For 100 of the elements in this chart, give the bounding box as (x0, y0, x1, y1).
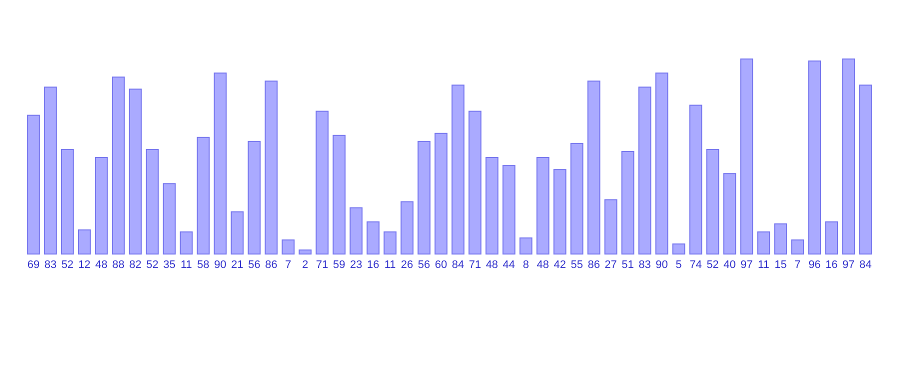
bar (434, 132, 448, 254)
bar (27, 114, 40, 254)
bar (248, 140, 261, 254)
bar (112, 76, 125, 254)
data-label: 11 (180, 259, 192, 271)
bar (78, 229, 91, 254)
data-label: 83 (44, 259, 57, 271)
bar (638, 86, 652, 254)
bar (740, 58, 754, 254)
data-label: 7 (794, 259, 801, 271)
bar (774, 223, 788, 254)
data-label: 86 (588, 259, 600, 271)
data-label: 83 (638, 259, 651, 271)
bar (332, 134, 346, 254)
bar (468, 110, 482, 254)
data-label: 48 (95, 259, 108, 271)
bar (757, 231, 770, 254)
bar (384, 231, 397, 254)
data-label: 97 (740, 259, 753, 271)
data-label: 7 (285, 259, 292, 271)
data-label: 59 (333, 259, 346, 271)
bar (604, 199, 618, 254)
data-label: 42 (554, 259, 566, 271)
data-label: 5 (676, 259, 682, 271)
bar (264, 80, 278, 254)
data-label: 56 (418, 259, 430, 271)
bar (230, 211, 244, 254)
data-label: 90 (656, 259, 668, 271)
data-label: 44 (502, 259, 516, 271)
data-label: 69 (27, 259, 40, 271)
bar (689, 104, 702, 254)
bar (350, 207, 363, 254)
bar (842, 58, 855, 254)
bar (162, 183, 176, 254)
bar (316, 110, 329, 254)
bar (655, 72, 668, 254)
bar (587, 80, 600, 254)
data-label: 2 (302, 259, 308, 271)
data-label: 23 (350, 259, 362, 271)
bar (366, 221, 380, 254)
data-label: 26 (400, 259, 414, 271)
data-label: 96 (808, 259, 821, 271)
data-label: 16 (366, 259, 380, 271)
data-label: 52 (146, 259, 158, 271)
data-label: 58 (197, 259, 210, 271)
data-label: 16 (825, 259, 838, 271)
data-label: 55 (570, 259, 583, 271)
data-label: 90 (214, 259, 226, 271)
bar (486, 157, 498, 254)
bar (418, 140, 430, 254)
data-label: 21 (231, 259, 244, 271)
bar (502, 165, 516, 254)
bar (61, 148, 74, 254)
data-label: 48 (536, 259, 550, 271)
bar (672, 243, 686, 254)
bar (553, 169, 566, 254)
bar (825, 221, 838, 254)
data-label: 11 (758, 259, 770, 271)
bar (723, 173, 736, 254)
data-label: 97 (842, 259, 855, 271)
bar (791, 239, 804, 254)
bar (146, 148, 159, 254)
data-label: 56 (248, 259, 260, 271)
bar (452, 84, 464, 254)
bar (196, 136, 210, 254)
data-label: 82 (129, 259, 142, 271)
data-label: 48 (486, 259, 498, 271)
bar (44, 86, 57, 254)
bar (400, 201, 414, 254)
data-label: 52 (61, 259, 74, 271)
data-label: 71 (316, 259, 328, 271)
bar (94, 157, 108, 254)
data-label: 12 (78, 259, 91, 271)
bar (621, 150, 634, 254)
bar (859, 84, 872, 254)
data-label: 27 (604, 259, 617, 271)
bar (536, 157, 550, 254)
bar (214, 72, 227, 254)
data-label: 8 (522, 259, 529, 271)
data-label: 15 (774, 259, 787, 271)
bar (282, 239, 295, 254)
bar (706, 148, 720, 254)
data-label: 52 (706, 259, 719, 271)
bar (298, 249, 312, 254)
bar (808, 60, 822, 254)
data-label: 40 (724, 259, 736, 271)
data-label: 51 (622, 259, 634, 271)
bar (180, 231, 193, 254)
bar (519, 237, 532, 254)
data-label: 74 (690, 259, 702, 271)
data-label: 60 (434, 259, 448, 271)
data-label: 84 (452, 259, 464, 271)
data-label: 71 (468, 259, 482, 271)
data-label: 88 (112, 259, 125, 271)
bar (570, 142, 584, 254)
data-label: 11 (384, 259, 396, 271)
data-label: 86 (265, 259, 278, 271)
data-label: 35 (163, 259, 176, 271)
data-label: 84 (859, 259, 872, 271)
bar (128, 88, 142, 254)
